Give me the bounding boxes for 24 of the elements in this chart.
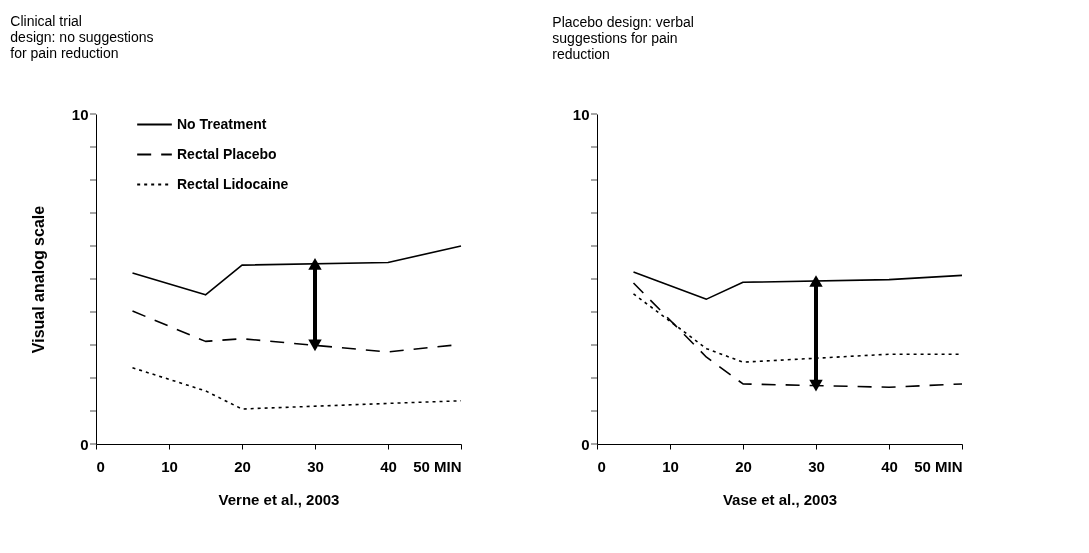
x-tick-label: 50 MIN — [914, 457, 963, 475]
x-tick-label: 10 — [161, 457, 178, 475]
line-series — [632, 282, 963, 389]
y-axis-title: Visual analog scale — [29, 205, 47, 354]
x-tick-label: 50 MIN — [413, 457, 462, 475]
x-tick-label: 30 — [808, 457, 825, 475]
legend-label: No Treatment — [177, 115, 267, 132]
x-tick-label: 0 — [96, 457, 105, 475]
legend-label: Rectal Placebo — [177, 145, 277, 162]
chart-title: Clinical trial design: no suggestions for pain reduction — [10, 13, 154, 61]
x-tick-label: 20 — [735, 457, 752, 475]
x-tick-label: 40 — [380, 457, 397, 475]
chart-title: Placebo design: verbal suggestions for pain reduction — [552, 14, 694, 62]
legend-label: Rectal Lidocaine — [177, 175, 289, 192]
line-series — [632, 271, 963, 300]
x-tick-label: 10 — [662, 457, 679, 475]
x-axis-title: Verne et al., 2003 — [218, 490, 340, 508]
x-tick-label: 0 — [597, 457, 606, 475]
x-tick-label: 30 — [307, 457, 324, 475]
x-axis-title: Vase et al., 2003 — [722, 490, 838, 508]
x-tick-label: 20 — [234, 457, 251, 475]
line-series — [131, 366, 462, 410]
line-series — [131, 245, 462, 296]
x-tick-label: 40 — [881, 457, 898, 475]
